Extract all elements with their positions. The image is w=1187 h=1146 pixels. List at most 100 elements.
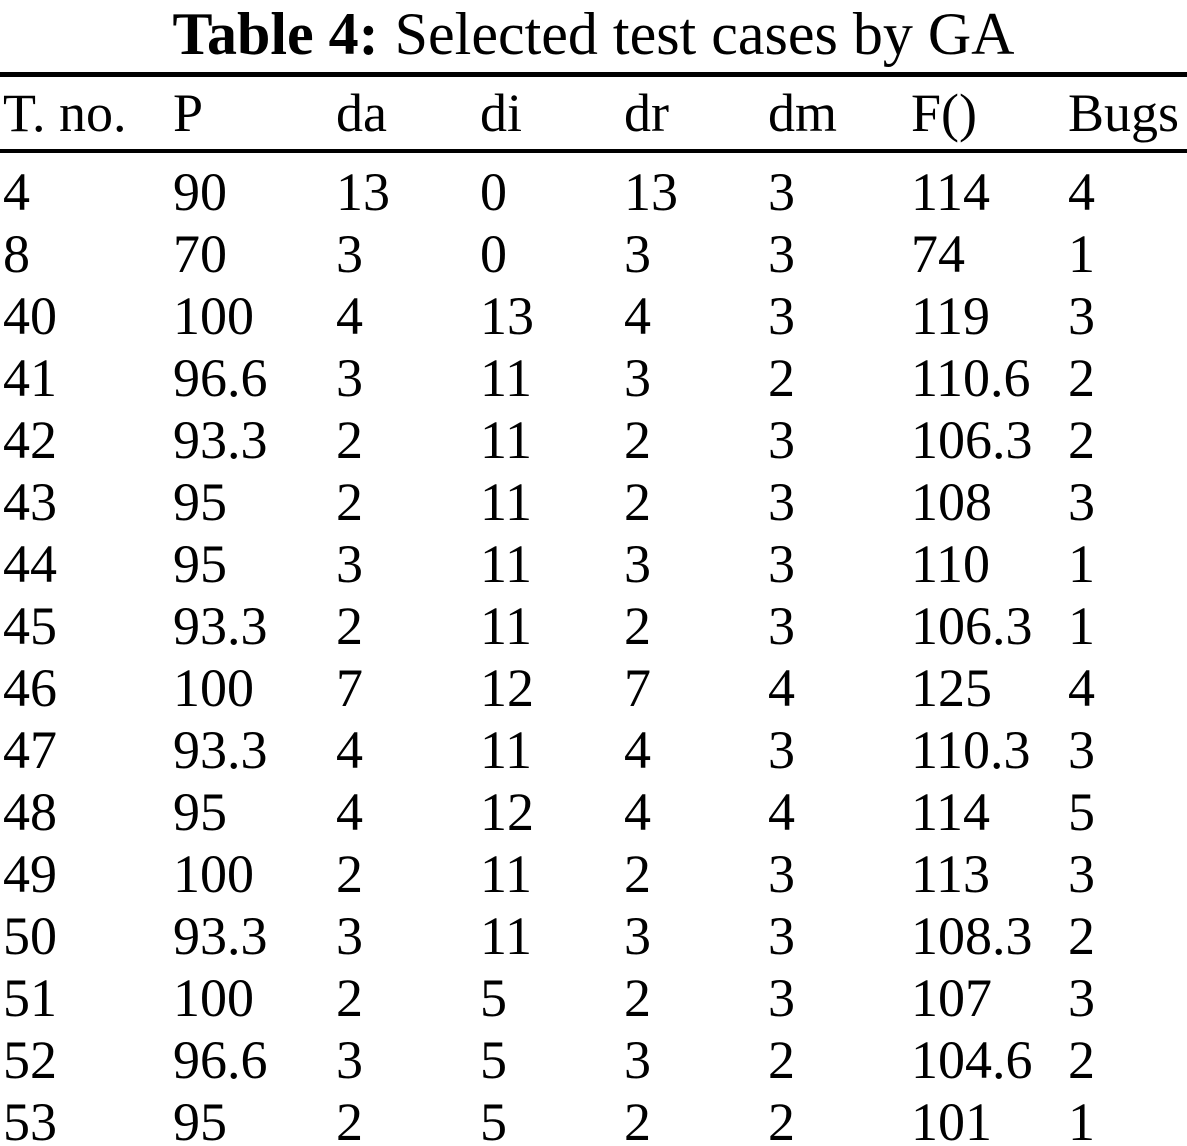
table-cell: 3 xyxy=(624,534,651,594)
table-cell: 110.6 xyxy=(911,348,1031,408)
table-cell: 114 xyxy=(911,162,990,222)
table-cell: 12 xyxy=(480,782,534,842)
table-cell: 93.3 xyxy=(173,720,268,780)
table-cell: 101 xyxy=(911,1092,992,1146)
table-cell: 41 xyxy=(3,348,57,408)
table-cell: 2 xyxy=(624,472,651,532)
table-row: 47 93.3 4 11 4 3 110.3 3 xyxy=(0,719,1187,781)
table-cell: 2 xyxy=(336,968,363,1028)
table-cell: 11 xyxy=(480,348,532,408)
table-cell: 5 xyxy=(480,1030,507,1090)
table-cell: 0 xyxy=(480,224,507,284)
table-row: 43 95 2 11 2 3 108 3 xyxy=(0,471,1187,533)
table-cell: 3 xyxy=(624,224,651,284)
table-cell: 50 xyxy=(3,906,57,966)
table-cell: 0 xyxy=(480,162,507,222)
table-cell: 3 xyxy=(336,1030,363,1090)
table-row: 48 95 4 12 4 4 114 5 xyxy=(0,781,1187,843)
column-header-dr: dr xyxy=(621,74,765,153)
table-row: 52 96.6 3 5 3 2 104.6 2 xyxy=(0,1029,1187,1091)
table-cell: 12 xyxy=(480,658,534,718)
table-cell: 43 xyxy=(3,472,57,532)
table-row: 46 100 7 12 7 4 125 4 xyxy=(0,657,1187,719)
table-cell: 3 xyxy=(768,596,795,656)
table-cell: 11 xyxy=(480,410,532,470)
table-cell: 2 xyxy=(624,844,651,904)
table-cell: 95 xyxy=(173,534,227,594)
table-cell: 52 xyxy=(3,1030,57,1090)
table-cell: 7 xyxy=(624,658,651,718)
table-cell: 2 xyxy=(768,1030,795,1090)
table-cell: 49 xyxy=(3,844,57,904)
table-cell: 48 xyxy=(3,782,57,842)
table-cell: 93.3 xyxy=(173,596,268,656)
table-cell: 1 xyxy=(1068,534,1095,594)
table-caption-text: Selected test cases by GA xyxy=(394,1,1015,67)
table-cell: 3 xyxy=(768,534,795,594)
column-header-dm: dm xyxy=(765,74,908,153)
table-cell: 3 xyxy=(336,906,363,966)
table-cell: 2 xyxy=(624,410,651,470)
table-cell: 3 xyxy=(624,1030,651,1090)
table-cell: 4 xyxy=(768,782,795,842)
table-cell: 100 xyxy=(173,844,254,904)
table-row: 42 93.3 2 11 2 3 106.3 2 xyxy=(0,409,1187,471)
table-cell: 4 xyxy=(768,658,795,718)
table-row: 44 95 3 11 3 3 110 1 xyxy=(0,533,1187,595)
table-cell: 11 xyxy=(480,906,532,966)
table-cell: 3 xyxy=(768,472,795,532)
table-cell: 4 xyxy=(3,162,30,222)
column-header-bugs: Bugs xyxy=(1065,74,1187,153)
table-cell: 2 xyxy=(336,844,363,904)
table-cell: 96.6 xyxy=(173,1030,268,1090)
table-cell: 40 xyxy=(3,286,57,346)
table-cell: 1 xyxy=(1068,1092,1095,1146)
table-cell: 113 xyxy=(911,844,990,904)
table-cell: 93.3 xyxy=(173,906,268,966)
table-cell: 3 xyxy=(1068,720,1095,780)
table-cell: 42 xyxy=(3,410,57,470)
table-caption-label: Table 4: xyxy=(172,1,379,67)
table-cell: 70 xyxy=(173,224,227,284)
table-cell: 46 xyxy=(3,658,57,718)
table-cell: 104.6 xyxy=(911,1030,1033,1090)
column-header-di: di xyxy=(477,74,621,153)
table-cell: 4 xyxy=(336,720,363,780)
table-cell: 4 xyxy=(624,286,651,346)
table-cell: 106.3 xyxy=(911,410,1033,470)
table-cell: 11 xyxy=(480,472,532,532)
table-cell: 2 xyxy=(1068,906,1095,966)
table-cell: 3 xyxy=(1068,286,1095,346)
table-caption: Table 4: Selected test cases by GA xyxy=(0,0,1187,72)
table-cell: 100 xyxy=(173,658,254,718)
table-row: 41 96.6 3 11 3 2 110.6 2 xyxy=(0,347,1187,409)
table-cell: 108 xyxy=(911,472,992,532)
column-header-da: da xyxy=(333,74,477,153)
table-cell: 13 xyxy=(624,162,678,222)
table-row: 4 90 13 0 13 3 114 4 xyxy=(0,151,1187,223)
table-cell: 96.6 xyxy=(173,348,268,408)
table-cell: 100 xyxy=(173,286,254,346)
table-cell: 106.3 xyxy=(911,596,1033,656)
table-cell: 2 xyxy=(1068,1030,1095,1090)
table-cell: 8 xyxy=(3,224,30,284)
table-cell: 95 xyxy=(173,472,227,532)
table-cell: 2 xyxy=(336,1092,363,1146)
table-cell: 95 xyxy=(173,782,227,842)
column-header-tno: T. no. xyxy=(0,74,170,153)
table-cell: 45 xyxy=(3,596,57,656)
table-cell: 2 xyxy=(768,348,795,408)
table-cell: 3 xyxy=(768,410,795,470)
table-cell: 3 xyxy=(336,534,363,594)
column-header-f: F() xyxy=(908,74,1065,153)
table-cell: 110.3 xyxy=(911,720,1031,780)
table-cell: 90 xyxy=(173,162,227,222)
table-cell: 3 xyxy=(1068,968,1095,1028)
table-row: 49 100 2 11 2 3 113 3 xyxy=(0,843,1187,905)
table-cell: 3 xyxy=(768,844,795,904)
table-cell: 2 xyxy=(768,1092,795,1146)
table-row: 53 95 2 5 2 2 101 1 xyxy=(0,1091,1187,1146)
table-cell: 119 xyxy=(911,286,990,346)
